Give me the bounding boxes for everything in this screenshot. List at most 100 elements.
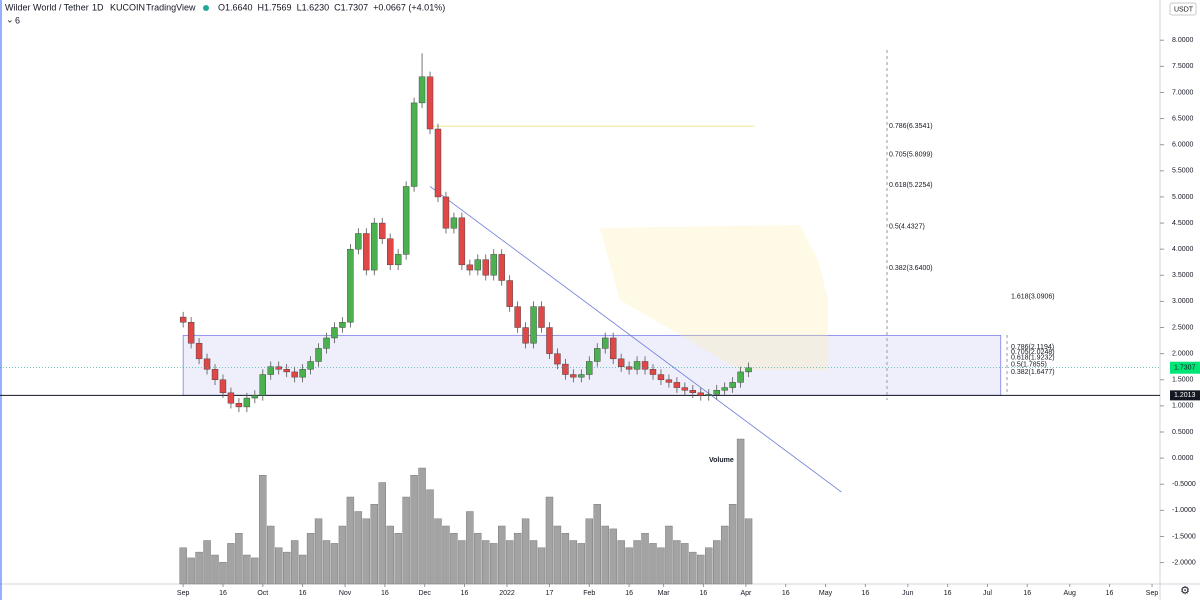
volume-bar xyxy=(633,540,641,585)
candle-body xyxy=(458,217,466,266)
fib-label: 0.618(5.2254) xyxy=(889,182,933,189)
candle-body xyxy=(227,392,235,404)
volume-bar xyxy=(713,540,721,585)
candle-body xyxy=(745,367,752,373)
candle-body xyxy=(243,397,251,408)
volume-bar xyxy=(235,533,243,585)
y-tick-label: -0.5000 xyxy=(1172,481,1196,488)
candle-body xyxy=(578,374,585,378)
status-dot xyxy=(203,5,209,11)
candle-body xyxy=(203,358,211,370)
candle-body xyxy=(490,254,497,276)
y-tick-label: 0.5000 xyxy=(1172,429,1194,436)
candle-body xyxy=(219,379,227,394)
indicators-toggle[interactable]: ⌄ xyxy=(6,14,14,24)
plot: 8.0000 7.5000 7.0000 6.5000 6.0000 5.5000 5.00… xyxy=(0,37,1200,597)
volume-bar xyxy=(346,496,355,585)
candle-body xyxy=(283,369,290,373)
x-tick-label: Aug xyxy=(1064,590,1077,597)
fib-label: 0.786(2.1194) xyxy=(1011,344,1054,351)
candle-body xyxy=(267,366,274,375)
currency[interactable]: USDT xyxy=(1174,6,1194,13)
support-price-label: 1.2013 xyxy=(1174,392,1196,399)
volume-bar xyxy=(585,518,593,585)
candle-body xyxy=(251,395,259,399)
candle-body xyxy=(681,387,689,391)
header-value: +0.0667 (+4.01%) xyxy=(373,2,445,12)
volume-bar xyxy=(736,438,745,585)
exchange: KUCOIN xyxy=(110,2,145,12)
candle-body xyxy=(187,322,195,344)
volume-bar xyxy=(290,540,299,585)
candle-body xyxy=(211,369,219,380)
volume-bar xyxy=(450,533,458,585)
volume-bar xyxy=(593,504,601,585)
volume-bar xyxy=(354,511,363,585)
candle-body xyxy=(410,102,418,187)
candle-body xyxy=(323,337,330,349)
cloud xyxy=(600,225,828,370)
x-tick-label: May xyxy=(819,590,833,597)
header-value: L1.6230 xyxy=(297,2,330,12)
volume-bar xyxy=(537,547,546,585)
volume-bar xyxy=(275,547,283,585)
volume-bar xyxy=(482,540,490,585)
volume-bar xyxy=(601,525,609,585)
currency-button[interactable] xyxy=(1169,2,1197,16)
candle-body xyxy=(426,76,434,130)
y-tick-label: -2.0000 xyxy=(1172,559,1196,566)
x-tick-label: 16 xyxy=(1023,590,1031,597)
volume-bar xyxy=(505,540,514,585)
x-tick-label: 17 xyxy=(546,590,554,597)
volume-bar xyxy=(402,496,410,585)
candle-body xyxy=(713,390,720,395)
y-tick-label: 0.0000 xyxy=(1172,455,1194,462)
candle-body xyxy=(673,382,681,388)
candle-body xyxy=(586,361,593,375)
candle-body xyxy=(235,403,243,408)
volume-bar xyxy=(744,518,753,585)
candle-body xyxy=(291,371,298,378)
candle-body xyxy=(641,361,649,370)
volume-bar xyxy=(673,540,681,585)
candle-body xyxy=(394,254,402,266)
last-price-label: 1.7307 xyxy=(1174,365,1196,372)
candle-body xyxy=(689,390,697,394)
fib-label: 0.5(1.7855) xyxy=(1011,362,1047,369)
candle-body xyxy=(625,366,633,370)
y-tick-label: 7.5000 xyxy=(1172,63,1194,70)
fib-label: 0.705(5.8099) xyxy=(889,151,933,158)
y-tick-label: 5.0000 xyxy=(1172,194,1194,201)
candle-body xyxy=(570,374,577,378)
y-tick-label: 2.5000 xyxy=(1172,324,1194,331)
x-tick-label: Oct xyxy=(257,590,268,597)
settings-icon[interactable]: ⚙ xyxy=(1180,585,1190,597)
candle-body xyxy=(418,76,426,104)
candle-body xyxy=(371,222,378,271)
fib-label: 0.705(2.0248) xyxy=(1011,349,1055,356)
volume-bar xyxy=(211,554,219,585)
indicator-count[interactable]: 6 xyxy=(15,15,20,25)
volume-bar xyxy=(418,467,426,585)
fib-label: 0.382(1.6477) xyxy=(1011,369,1055,376)
volume-bar xyxy=(259,475,267,585)
candle-body xyxy=(331,327,338,339)
y-tick-label: 1.5000 xyxy=(1172,377,1194,384)
candle-body xyxy=(450,217,458,229)
candle-body xyxy=(315,348,322,362)
header-value: O1.6640 xyxy=(218,2,253,12)
volume-bar xyxy=(705,547,713,585)
volume-bar xyxy=(529,540,538,585)
volume-bar xyxy=(267,525,275,585)
y-tick-label: 2.0000 xyxy=(1172,350,1194,357)
y-tick-label: 4.0000 xyxy=(1172,246,1194,253)
volume-bar xyxy=(561,533,570,585)
volume-bar xyxy=(545,496,554,585)
y-tick-label: 7.0000 xyxy=(1172,89,1194,96)
x-tick-label: Sep xyxy=(177,590,190,597)
candle-body xyxy=(594,348,601,362)
header-value: C1.7307 xyxy=(334,2,368,12)
x-tick-label: 16 xyxy=(381,590,389,597)
